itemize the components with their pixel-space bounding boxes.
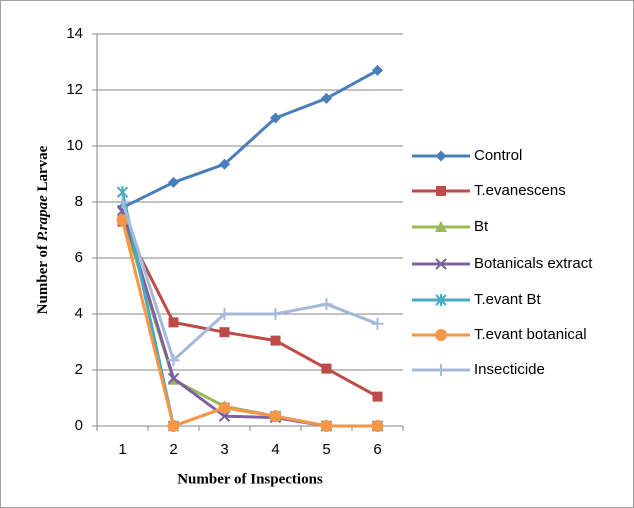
y-label-part: P.rapae xyxy=(35,195,51,241)
point xyxy=(219,327,230,338)
point xyxy=(218,410,231,422)
point xyxy=(116,214,129,227)
y-axis-label: Number of P.rapae Larvae xyxy=(35,145,51,314)
point xyxy=(168,317,179,328)
point xyxy=(116,196,129,208)
y-tick-label: 0 xyxy=(75,417,83,434)
legend-label: T.evant Bt xyxy=(474,291,542,308)
legend-marker xyxy=(435,258,447,270)
x-tick-label: 2 xyxy=(169,441,177,458)
x-axis-label: Number of Inspections xyxy=(177,471,323,487)
y-tick-label: 6 xyxy=(75,249,83,266)
point xyxy=(218,308,231,320)
point xyxy=(320,420,333,432)
legend-label: Control xyxy=(474,147,522,164)
series-line xyxy=(121,219,378,428)
x-tick-label: 5 xyxy=(322,441,330,458)
legend-label: Insecticide xyxy=(474,361,545,378)
legend-marker xyxy=(436,186,446,196)
y-label-part: Larvae xyxy=(35,145,51,195)
point xyxy=(269,410,282,423)
series-line xyxy=(121,220,379,398)
point xyxy=(219,158,230,170)
y-tick-label: 4 xyxy=(75,305,83,322)
point xyxy=(270,335,281,346)
point xyxy=(167,372,180,385)
series-line xyxy=(121,201,379,363)
point xyxy=(167,420,180,432)
legend-label: Bt xyxy=(474,218,489,235)
x-tick-label: 3 xyxy=(220,441,228,458)
point xyxy=(372,64,383,76)
point xyxy=(321,92,332,104)
y-tick-label: 12 xyxy=(66,81,83,98)
x-tick-label: 6 xyxy=(373,441,381,458)
point xyxy=(372,391,383,402)
y-label-part: Number of xyxy=(35,241,51,314)
point xyxy=(269,308,282,320)
legend-marker xyxy=(435,329,447,341)
y-tick-label: 10 xyxy=(66,137,83,154)
legend-label: T.evant botanical xyxy=(474,326,587,343)
legend-marker xyxy=(435,364,447,376)
legend-label: Botanicals extract xyxy=(474,255,593,272)
point xyxy=(320,298,333,311)
point xyxy=(371,317,384,330)
legend-marker xyxy=(435,221,447,232)
series-line xyxy=(121,69,379,209)
point xyxy=(168,176,179,188)
y-tick-label: 14 xyxy=(66,25,83,42)
legend-marker xyxy=(435,150,447,162)
point xyxy=(270,112,281,124)
x-tick-label: 1 xyxy=(118,441,126,458)
x-tick-label: 4 xyxy=(271,441,279,458)
point xyxy=(218,401,231,414)
legend-marker xyxy=(435,294,447,306)
point xyxy=(321,363,332,374)
y-tick-label: 2 xyxy=(75,361,83,378)
legend-label: T.evanescens xyxy=(474,182,566,199)
point xyxy=(167,354,180,367)
point xyxy=(371,420,384,432)
y-tick-label: 8 xyxy=(75,193,83,210)
